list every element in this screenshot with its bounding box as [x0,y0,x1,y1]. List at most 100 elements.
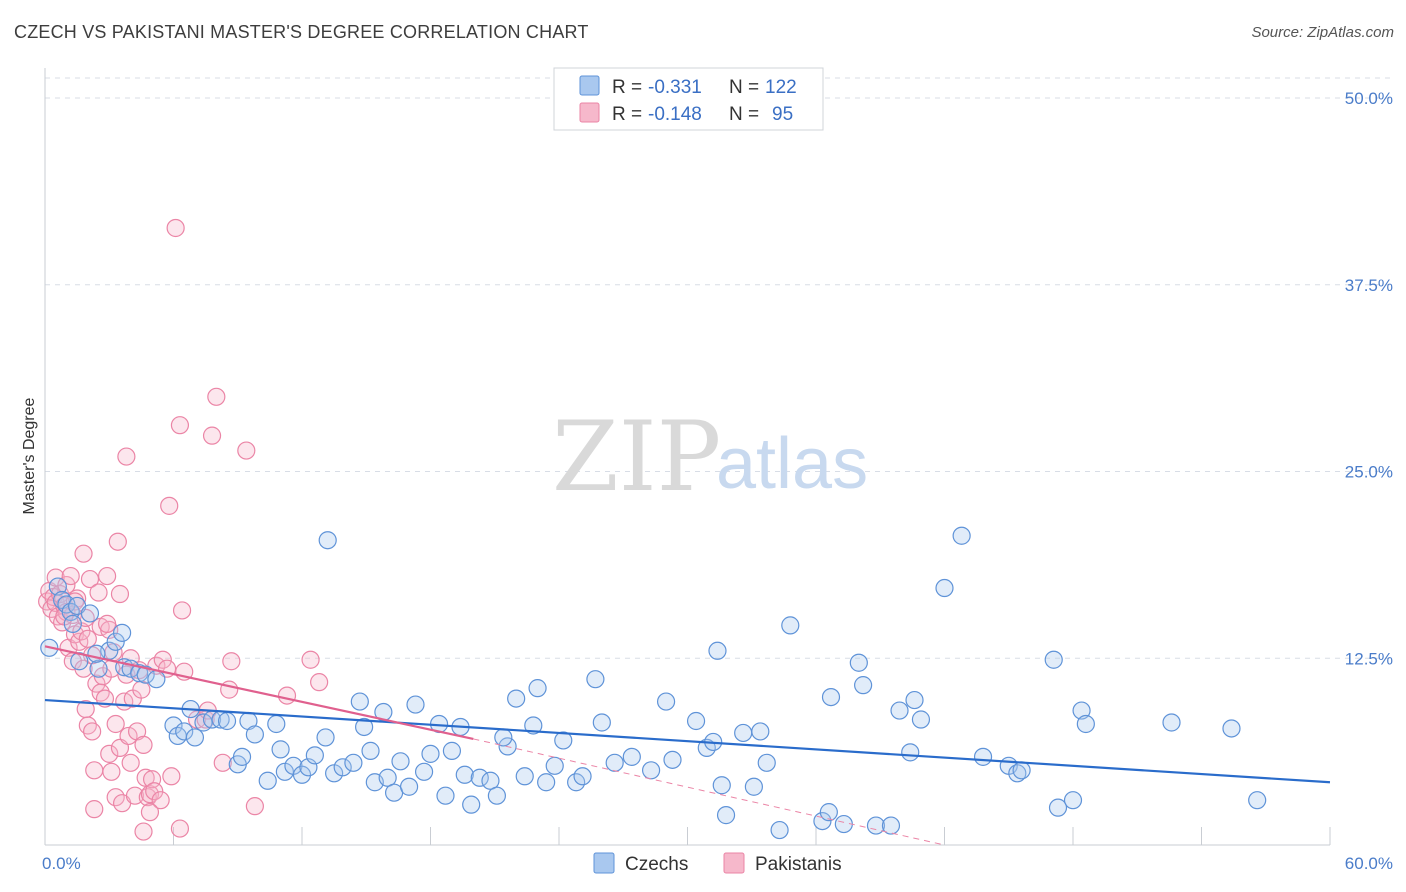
czechs-point [164,716,183,735]
y-tick-label: 37.5% [1345,276,1393,295]
legend-r-label-czechs: R = [612,77,642,98]
czechs-point [819,803,838,822]
grid-lines [45,77,1392,659]
czechs-series [40,526,1267,840]
source-label: Source: ZipAtlas.com [1251,24,1394,41]
czechs-point [881,816,901,835]
czechs-point [973,747,993,766]
czechs-point [586,670,605,689]
czechs-point [80,604,100,623]
pakistanis-point [237,441,256,460]
czechs-point [487,786,506,805]
y-tick-label: 25.0% [1345,463,1393,482]
bottom-legend-czechs: Czechs [625,854,688,875]
pakistanis-point [85,761,104,780]
pakistanis-point [145,782,164,801]
bottom-legend-swatch-pakistanis [723,852,745,874]
czechs-point [770,820,789,840]
czechs-point [292,765,312,784]
x-tick-label-min: 0.0% [42,854,81,873]
czechs-point [641,761,661,780]
pakistanis-point [110,584,130,604]
czechs-point [605,753,624,772]
czechs-point [217,711,237,731]
czechs-point [185,728,205,747]
legend-swatch-czechs [579,75,600,96]
czechs-point [554,731,573,750]
czechs-point [232,747,252,766]
pakistanis-point [74,544,93,563]
y-axis-label: Master's Degree [21,397,38,514]
czechs-point [935,578,954,598]
pakistanis-point [117,447,136,466]
chart-title: CZECH VS PAKISTANI MASTER'S DEGREE CORRE… [14,22,589,42]
pakistanis-point [89,583,108,602]
legend-r-label-pakistanis: R = [612,104,642,125]
czechs-point [442,741,462,760]
legend-n-label-czechs: N = [729,77,759,98]
pakistanis-point [108,532,127,551]
czechs-point [911,710,931,729]
czechs-point [1063,791,1083,810]
czechs-point [708,641,727,660]
pakistanis-point [160,496,179,515]
czechs-point [849,653,868,672]
czechs-point [414,762,434,781]
czechs-point [267,714,286,734]
czechs-point [528,679,547,698]
czechs-point [399,777,419,796]
czechs-point [318,531,337,550]
legend-r-value-czechs: -0.331 [648,77,702,98]
pakistanis-point [80,569,100,589]
bottom-legend-pakistanis: Pakistanis [755,854,842,875]
czechs-point [537,773,556,792]
czechs-point [545,756,564,775]
pakistanis-point [162,767,181,786]
czechs-point [63,614,82,633]
czechs-point [656,692,676,711]
czechs-point [355,717,374,737]
pakistanis-point [100,744,119,763]
czechs-point [1048,798,1068,817]
axes [44,68,1331,846]
pakistanis-point [310,673,329,692]
czechs-point [1012,761,1031,780]
pakistanis-point [78,629,97,648]
czechs-point [592,713,611,732]
czechs-trend-line [44,698,1331,784]
pakistanis-point [213,753,232,772]
pakistanis-trend-line [44,645,474,741]
pakistanis-point [172,601,192,620]
x-tick-label-max: 60.0% [1345,854,1393,873]
czechs-point [494,728,513,747]
legend-swatch-pakistanis [579,102,600,123]
czechs-point [734,723,753,743]
legend-r-value-pakistanis: -0.148 [648,104,702,125]
czechs-point [1072,701,1091,720]
czechs-point [391,752,410,771]
pakistanis-point [207,387,226,406]
pakistanis-point [166,218,185,238]
czechs-point [462,795,481,814]
czechs-point [901,743,920,762]
watermark: ZIP atlas [552,401,868,513]
pakistanis-point [222,652,241,671]
czechs-point [316,728,335,747]
czechs-point [130,664,149,683]
czechs-point [258,771,277,790]
pakistanis-point [98,614,117,633]
czechs-point [147,670,166,689]
czechs-point [333,758,352,777]
pakistanis-point [140,803,160,822]
czechs-point [245,725,264,744]
czechs-point [515,767,534,786]
czechs-point [821,687,841,707]
czechs-point [421,744,440,763]
watermark-atlas: atlas [716,424,868,504]
czechs-point [106,632,125,651]
series-legend: Czechs Pakistanis [593,852,842,875]
legend-n-value-czechs: 122 [765,77,797,98]
czechs-point [89,659,108,678]
czechs-point [1248,791,1267,810]
